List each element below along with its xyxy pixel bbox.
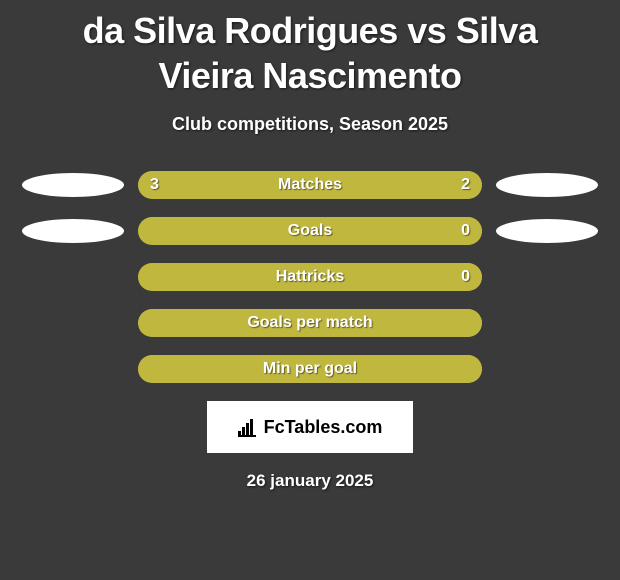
stat-bar: Goals per match [138, 309, 482, 337]
subtitle: Club competitions, Season 2025 [0, 114, 620, 135]
chart-icon [238, 417, 260, 437]
date-label: 26 january 2025 [0, 471, 620, 491]
stat-value-right: 0 [461, 268, 470, 286]
footer-logo: FcTables.com [207, 401, 413, 453]
stat-row: 3 2 Matches [0, 171, 620, 199]
right-pill [496, 219, 598, 243]
stat-row: Goals per match [0, 309, 620, 337]
right-pill [496, 173, 598, 197]
stat-row: 0 Goals [0, 217, 620, 245]
left-pill [22, 219, 124, 243]
stat-label: Goals per match [247, 314, 372, 332]
stat-value-left: 3 [150, 176, 159, 194]
stat-bar: Min per goal [138, 355, 482, 383]
comparison-infographic: da Silva Rodrigues vs Silva Vieira Nasci… [0, 0, 620, 491]
stat-row: 0 Hattricks [0, 263, 620, 291]
stat-label: Matches [278, 176, 342, 194]
footer-logo-text: FcTables.com [264, 417, 383, 438]
stat-bar: 0 Hattricks [138, 263, 482, 291]
stat-bar: 0 Goals [138, 217, 482, 245]
stat-value-right: 2 [461, 176, 470, 194]
stat-label: Hattricks [276, 268, 344, 286]
left-pill [22, 173, 124, 197]
stat-value-right: 0 [461, 222, 470, 240]
stat-label: Min per goal [263, 360, 357, 378]
stat-label: Goals [288, 222, 332, 240]
stats-list: 3 2 Matches 0 Goals 0 Hattricks Goals per match… [0, 171, 620, 383]
stat-row: Min per goal [0, 355, 620, 383]
page-title: da Silva Rodrigues vs Silva Vieira Nasci… [0, 8, 620, 98]
stat-bar: 3 2 Matches [138, 171, 482, 199]
